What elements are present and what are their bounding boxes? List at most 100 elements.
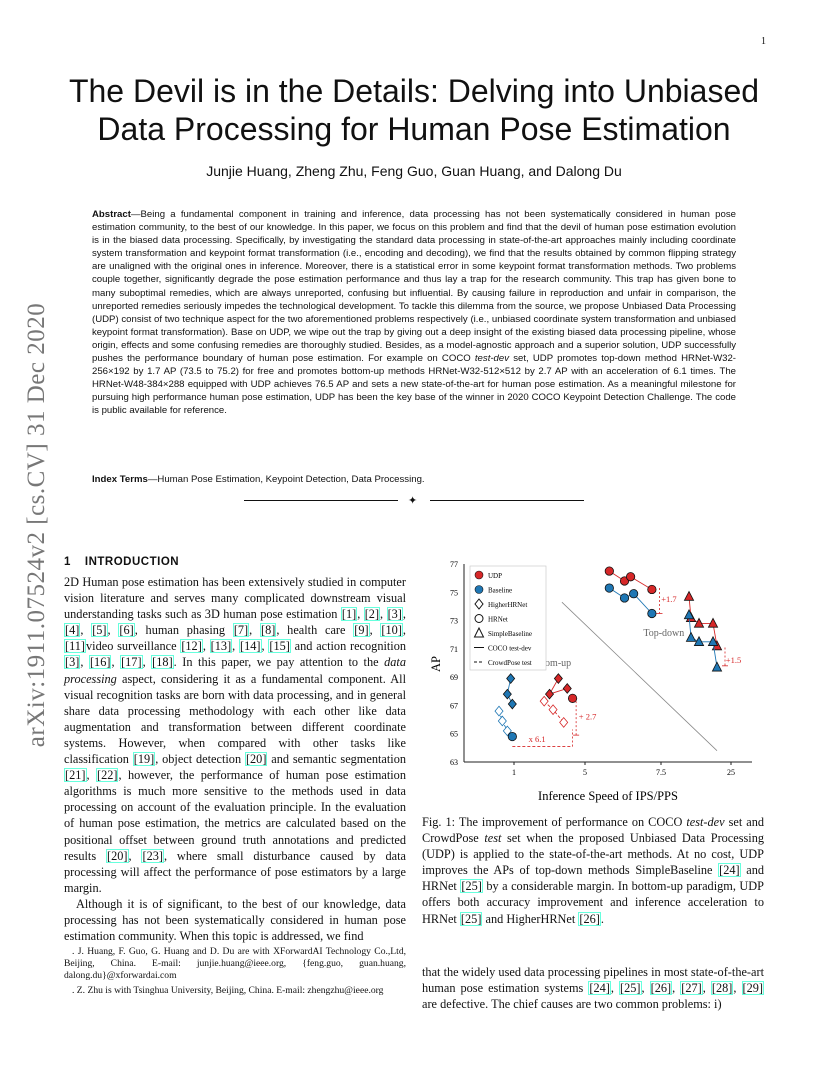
citation-link[interactable]: [9]	[353, 623, 370, 638]
citation-link[interactable]: [24]	[588, 981, 611, 996]
citation-link[interactable]: [4]	[64, 623, 81, 638]
citation-link[interactable]: [24]	[718, 863, 741, 878]
caption-text: .	[600, 911, 604, 926]
y-tick-label: 73	[450, 617, 458, 626]
intro-text: that the widely used data processing pip…	[422, 965, 764, 996]
caption-text: by a considerable margin. In bottom-up p…	[422, 879, 764, 926]
caption-text: and HRNet	[422, 863, 764, 894]
citation-group: [19]	[132, 752, 156, 767]
citation-link[interactable]: [1]	[340, 607, 358, 622]
citation-link[interactable]: [21]	[64, 768, 87, 783]
intro-text: and semantic segmentation	[267, 752, 406, 767]
data-point	[562, 683, 572, 694]
section-number: 1	[64, 556, 71, 568]
intro-text: are defective. The chief causes are two …	[422, 997, 722, 1012]
y-tick-label: 77	[450, 560, 458, 569]
abstract-text-2: set, UDP promotes top-down method HRNet-…	[92, 353, 736, 417]
caption-emphasis: test	[484, 831, 502, 846]
citation-link[interactable]: [2]	[363, 607, 381, 622]
footnote-affiliation-1: . J. Huang, F. Guo, G. Huang and D. Du a…	[64, 946, 407, 982]
citation-link[interactable]: [15]	[268, 639, 291, 654]
legend-label: HRNet	[488, 616, 508, 624]
citation-link[interactable]: [20]	[244, 752, 268, 767]
gain-label-1: +1.7	[661, 594, 676, 604]
data-point	[604, 566, 614, 576]
y-axis-label: AP	[429, 656, 443, 672]
citation-group: [1], [2], [3], [4], [5], [6]	[64, 607, 406, 638]
y-tick-label: 63	[450, 758, 458, 767]
citation-group: [3], [16], [17], [18]	[64, 655, 174, 670]
section-heading: 1 Introduction	[64, 556, 179, 568]
citation-link[interactable]: [28]	[710, 981, 734, 996]
citation-link[interactable]: [7]	[232, 623, 250, 638]
citation-link[interactable]: [3]	[64, 655, 81, 670]
page-number: 1	[761, 36, 766, 47]
gain-label-3: + 2.7	[579, 712, 597, 722]
caption-text: set when the proposed Unbiased Data Proc…	[422, 831, 765, 878]
figure-caption: Fig. 1: The improvement of performance o…	[422, 814, 764, 927]
data-point	[502, 688, 512, 700]
divider-symbol: ✦	[408, 495, 418, 507]
region-divider	[561, 601, 718, 751]
author-list: Junjie Huang, Zheng Zhu, Feng Guo, Guan …	[206, 163, 622, 179]
citation-link[interactable]: [3]	[386, 607, 403, 622]
y-tick-label: 67	[450, 701, 458, 710]
legend-label: Baseline	[488, 587, 512, 595]
data-point	[553, 673, 563, 684]
intro-text: , human phasing	[134, 623, 233, 638]
citation-link[interactable]: [26]	[649, 981, 673, 996]
citation-link[interactable]: [26]	[578, 911, 601, 926]
data-point	[604, 583, 614, 593]
citation-link[interactable]: [14]	[239, 639, 262, 654]
citation-link[interactable]: [13]	[209, 639, 233, 654]
citation-link[interactable]: [17]	[120, 655, 143, 670]
citation-link[interactable]: [23]	[141, 848, 164, 863]
intro-text: , health care	[276, 623, 354, 638]
citation-link[interactable]: [10]	[380, 623, 403, 638]
region-label-bottom-up: Bottom-up	[528, 658, 571, 669]
legend-label: UDP	[488, 572, 502, 580]
citation-link[interactable]: [25]	[459, 911, 483, 926]
citation-link[interactable]: [27]	[680, 981, 703, 996]
paper-title: The Devil is in the Details: Delving int…	[40, 72, 788, 148]
legend-marker	[474, 585, 484, 594]
data-point	[539, 695, 549, 707]
x-tick-label: 25	[727, 768, 735, 777]
citation-link[interactable]: [16]	[88, 655, 112, 670]
arxiv-stamp: arXiv:1911.07524v2 [cs.CV] 31 Dec 2020	[22, 285, 52, 765]
intro-paragraph-2: Although it is of significant, to the be…	[64, 896, 406, 944]
citation-link[interactable]: [8]	[260, 623, 277, 638]
footnote-text-2: Z. Zhu is with Tsinghua University, Beij…	[76, 984, 384, 996]
data-point	[683, 609, 695, 620]
x-axis-label: Inference Speed of IPS/PPS	[538, 789, 678, 803]
citation-link[interactable]: [25]	[460, 879, 483, 894]
y-tick-label: 69	[450, 673, 458, 682]
citation-link[interactable]: [19]	[132, 752, 156, 767]
data-point	[507, 731, 517, 742]
section-title: Introduction	[84, 556, 180, 568]
citation-link[interactable]: [22]	[95, 768, 119, 783]
intro-left-column: 2D Human pose estimation has been extens…	[64, 574, 406, 944]
legend-marker	[474, 570, 484, 580]
data-point	[626, 572, 636, 582]
data-point	[707, 635, 719, 646]
citation-link[interactable]: [6]	[118, 623, 135, 638]
footnotes: . J. Huang, F. Guo, G. Huang and D. Du a…	[64, 946, 406, 999]
data-point	[494, 705, 504, 717]
footnote-text-1: J. Huang, F. Guo, G. Huang and D. Du are…	[64, 946, 407, 982]
series-line	[609, 587, 653, 614]
citation-link[interactable]: [29]	[741, 981, 764, 996]
citation-link[interactable]: [5]	[91, 623, 108, 638]
citation-group: [9], [10], [11]	[64, 623, 406, 654]
index-terms-text: —Human Pose Estimation, Keypoint Detecti…	[147, 474, 425, 485]
legend-marker	[473, 626, 485, 638]
data-point	[683, 590, 695, 601]
gain-label-2: +1.5	[726, 655, 741, 665]
citation-link[interactable]: [25]	[619, 981, 642, 996]
citation-link[interactable]: [18]	[151, 655, 174, 670]
data-point	[548, 704, 558, 716]
citation-link[interactable]: [20]	[106, 848, 129, 863]
citation-link[interactable]: [11]	[64, 639, 87, 654]
citation-link[interactable]: [12]	[180, 639, 203, 654]
region-label-top-down: Top-down	[643, 628, 684, 639]
